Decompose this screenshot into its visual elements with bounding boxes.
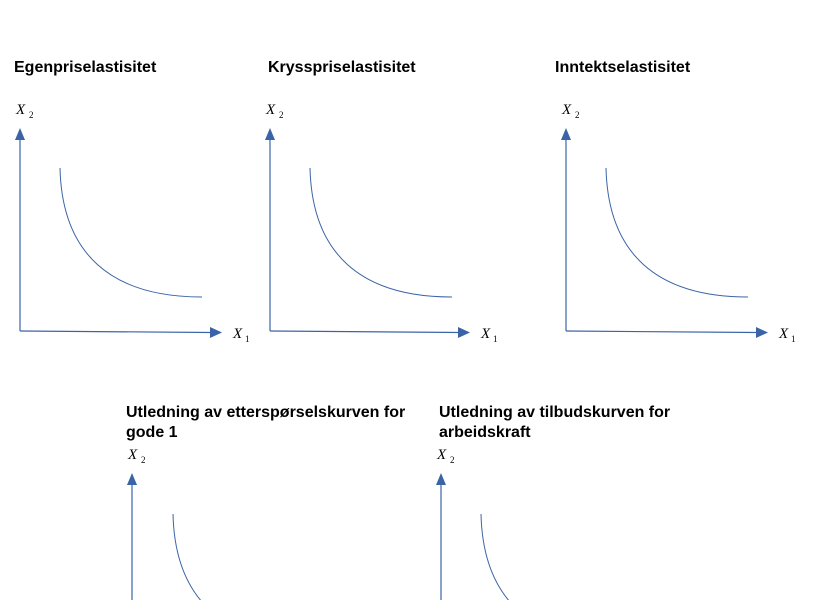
x-label: X [232, 326, 243, 342]
x-arrow [210, 327, 222, 338]
y-label-sub: 2 [141, 455, 146, 465]
y-label: X [127, 447, 138, 463]
y-label-sub: 2 [450, 455, 455, 465]
y-label: X [15, 102, 26, 118]
x-label-sub: 1 [493, 334, 498, 344]
y-arrow [265, 128, 275, 140]
indifference-curve [605, 167, 749, 298]
y-label: X [561, 102, 572, 118]
indifference-curve [59, 167, 203, 298]
x-label-sub: 1 [791, 334, 796, 344]
y-arrow [15, 128, 25, 140]
panel-title: Egenpriselastisitet [14, 59, 157, 76]
indifference-curve [480, 513, 510, 600]
x-axis [565, 330, 759, 334]
panel-title: Krysspriselastisitet [268, 59, 416, 76]
x-axis [19, 330, 213, 334]
y-label: X [436, 447, 447, 463]
y-label-sub: 2 [575, 110, 580, 120]
x-arrow [756, 327, 768, 338]
x-label: X [778, 326, 789, 342]
x-axis [269, 330, 461, 334]
x-label: X [480, 326, 491, 342]
indifference-curve [309, 167, 453, 298]
indifference-curve [172, 513, 202, 600]
y-arrow [561, 128, 571, 140]
y-label: X [265, 102, 276, 118]
x-arrow [458, 327, 470, 338]
y-arrow [127, 473, 137, 485]
x-label-sub: 1 [245, 334, 250, 344]
panel-title: Utledning av etterspørselskurven for god… [126, 404, 406, 441]
panel-title: Utledning av tilbudskurven for arbeidskr… [439, 404, 671, 441]
y-arrow [436, 473, 446, 485]
y-label-sub: 2 [279, 110, 284, 120]
y-label-sub: 2 [29, 110, 34, 120]
panel-title: Inntektselastisitet [555, 59, 691, 76]
